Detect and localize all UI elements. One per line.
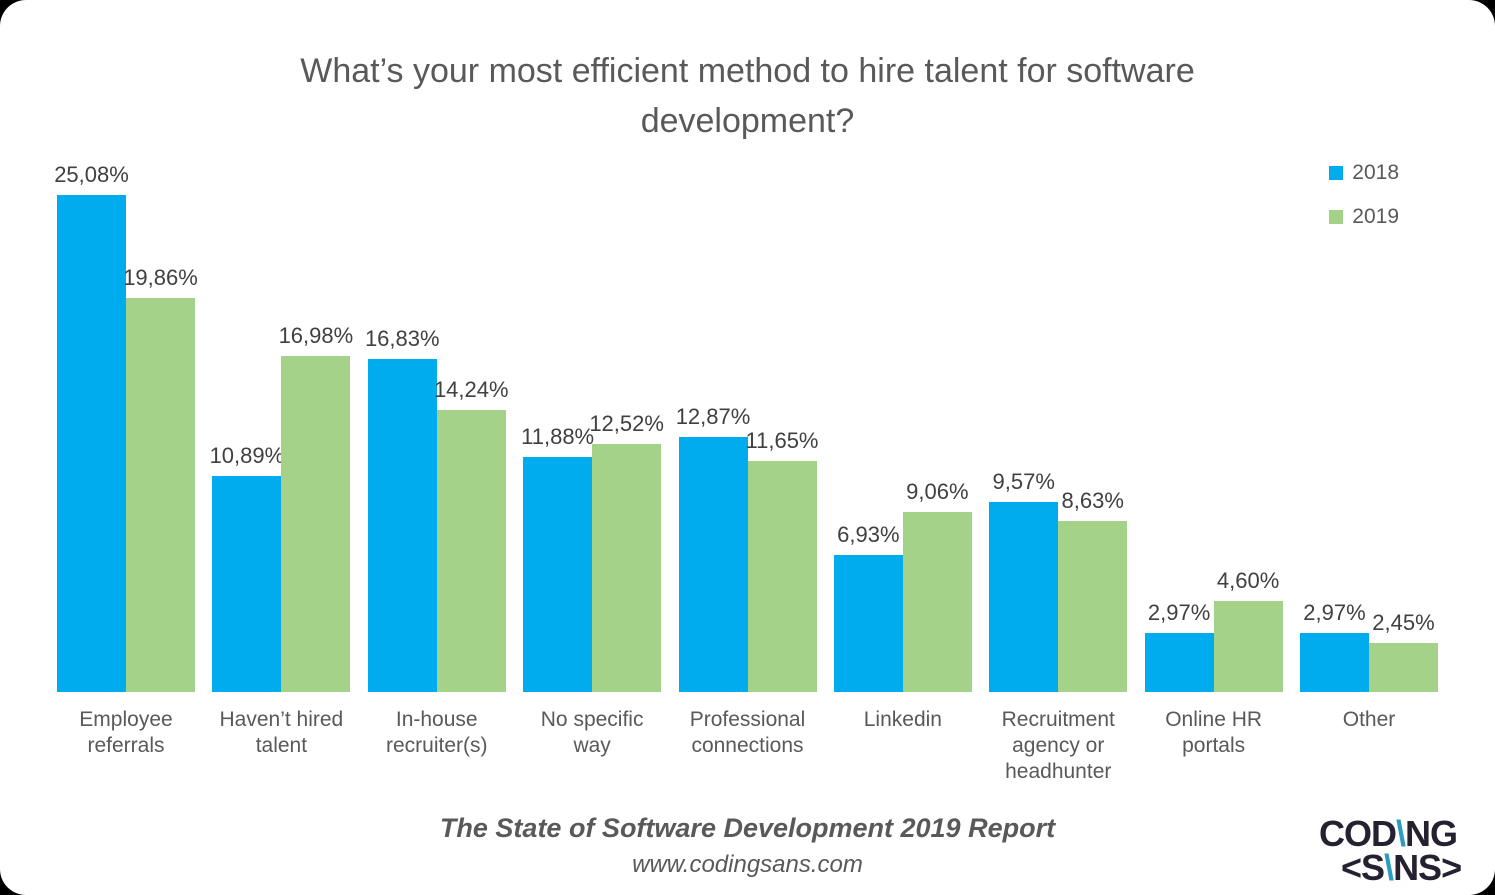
value-label-2019-3: 12,52% [589,410,664,436]
category-label-2: In-house recruiter(s) [385,708,488,757]
codingsans-logo: COD\NG <S\NS> [1319,816,1471,886]
bar-2018-5: 6,93% [833,522,903,692]
bar-group-6: 9,57% 8,63% Recruitment agency or headhunt… [989,195,1128,783]
bar-2019-5: 9,06% [902,479,972,692]
bar-2018-1: 10,89% [210,443,284,692]
chart-title: What’s your most efficient method to hir… [300,52,1195,140]
bar-2018-2: 16,83% [365,326,440,692]
plot-area: 25,08% 19,86% Employee referrals 10,89% 16,9… [54,162,1438,783]
value-label-2019-4: 11,65% [745,428,819,454]
bar-2019-4: 11,65% [746,428,818,692]
bar-2019-7: 4,60% [1213,568,1283,692]
bar-2018-6: 9,57% [989,469,1059,692]
value-label-2019-1: 16,98% [278,322,354,348]
value-label-2018-7: 2,97% [1147,600,1211,626]
category-label-7: Online HR portals [1165,708,1263,757]
value-label-2018-2: 16,83% [364,325,440,351]
logo-line-coding: COD\NG [1319,816,1471,852]
logo-text-cod: COD [1319,813,1397,854]
category-label-4: Professional connections [689,708,806,757]
footer-website: www.codingsans.com [632,851,863,878]
value-label-2018-4: 12,87% [675,403,751,429]
category-label-0: Employee referrals [79,708,173,757]
value-label-2018-0: 25,08% [54,162,129,187]
footer-report-title: The State of Software Development 2019 R… [439,813,1056,843]
bar-2019-0: 19,86% [123,265,198,692]
legend-swatch-2019-icon [1329,210,1344,224]
logo-line-sans: <S\NS> [1319,850,1471,886]
logo-slash-icon: \ [1384,847,1394,888]
legend-label-2019: 2019 [1352,205,1399,228]
legend-entry-2018: 2018 [1329,161,1399,185]
value-label-2018-1: 10,89% [209,443,285,469]
bar-2018-8: 2,97% [1300,600,1369,692]
logo-text-ng: NG [1405,813,1458,854]
bar-2018-7: 2,97% [1144,600,1214,692]
bar-group-3: 11,88% 12,52% No specific way [521,195,664,757]
value-label-2019-2: 14,24% [433,376,509,402]
value-label-2019-0: 19,86% [123,265,198,291]
value-label-2018-3: 11,88% [521,423,595,449]
legend: 2018 2019 [1329,161,1399,229]
bar-2019-6: 8,63% [1058,488,1128,692]
category-label-6: Recruitment agency or headhunter [1001,708,1115,783]
bar-2018-0: 25,08% [54,162,129,692]
value-label-2018-6: 9,57% [992,469,1055,495]
bar-2018-4: 12,87% [676,404,750,692]
value-label-2018-8: 2,97% [1303,600,1366,626]
legend-entry-2019: 2019 [1329,205,1399,229]
logo-text-ns: NS> [1393,847,1462,888]
value-label-2019-7: 4,60% [1216,567,1280,593]
bar-group-4: 12,87% 11,65% Professional connections [676,195,819,757]
bar-group-8: 2,97% 2,45% Other [1300,195,1438,731]
bar-2018-3: 11,88% [521,424,594,692]
bar-2019-3: 12,52% [589,411,664,692]
bar-group-5: 6,93% 9,06% Linkedin [833,195,972,731]
bar-group-1: 10,89% 16,98% Haven’t hired talent [210,195,354,757]
category-label-8: Other [1342,708,1396,731]
bar-2019-1: 16,98% [279,323,353,692]
value-label-2019-6: 8,63% [1061,487,1124,513]
category-label-5: Linkedin [863,708,942,731]
legend-swatch-2018-icon [1329,166,1344,180]
legend-label-2018: 2018 [1352,161,1399,184]
logo-backslash-icon: \ [1396,813,1406,854]
value-label-2018-5: 6,93% [837,521,900,547]
value-label-2019-5: 9,06% [906,479,969,505]
bar-group-7: 2,97% 4,60% Online HR portals [1144,195,1283,757]
bar-2019-2: 14,24% [434,377,509,692]
bar-group-2: 16,83% 14,24% In-house recruiter(s) [365,195,509,758]
logo-text-s: <S [1341,847,1385,888]
footer: The State of Software Development 2019 R… [0,813,1495,879]
value-label-2019-8: 2,45% [1372,610,1435,636]
bar-2019-8: 2,45% [1369,610,1438,692]
category-label-1: Haven’t hired talent [219,708,344,757]
bar-group-0: 25,08% 19,86% Employee referrals [54,162,198,757]
category-label-3: No specific way [540,708,644,757]
